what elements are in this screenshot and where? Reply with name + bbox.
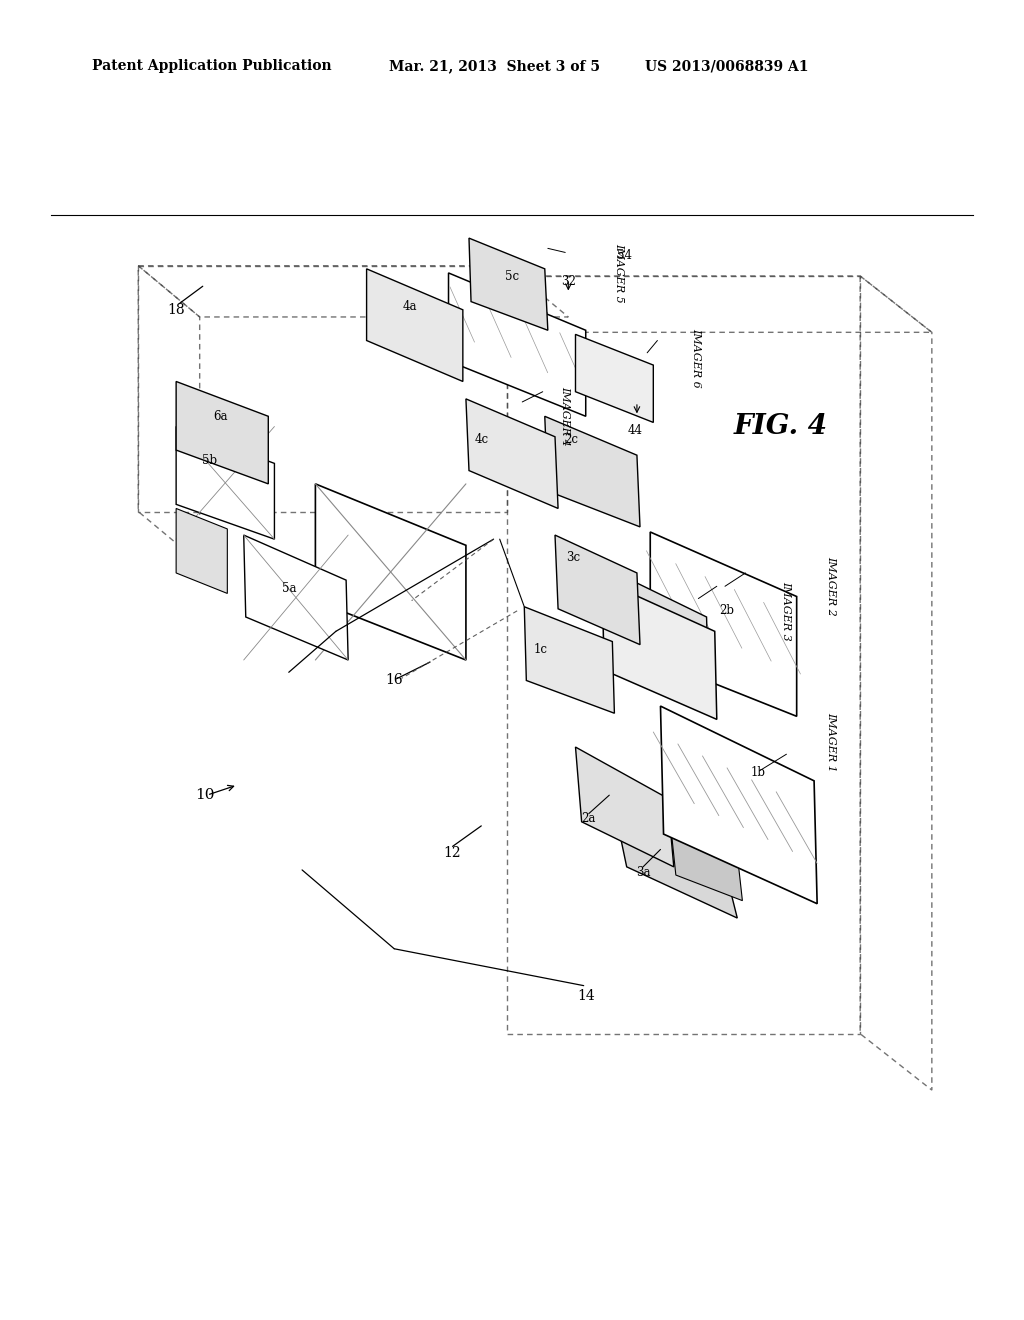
Text: 32: 32 bbox=[561, 275, 575, 288]
Text: 4c: 4c bbox=[474, 433, 488, 446]
Text: IMAGER 3: IMAGER 3 bbox=[781, 581, 792, 640]
Polygon shape bbox=[176, 426, 274, 539]
Text: 1b: 1b bbox=[751, 766, 765, 779]
Text: 2c: 2c bbox=[564, 433, 579, 446]
Text: 1c: 1c bbox=[534, 643, 548, 656]
Polygon shape bbox=[555, 535, 640, 644]
Polygon shape bbox=[650, 532, 797, 717]
Polygon shape bbox=[623, 576, 709, 690]
Text: IMAGER 5: IMAGER 5 bbox=[614, 243, 625, 302]
Text: 4a: 4a bbox=[402, 300, 417, 313]
Text: 5c: 5c bbox=[505, 269, 519, 282]
Text: Patent Application Publication: Patent Application Publication bbox=[92, 59, 332, 74]
Polygon shape bbox=[449, 273, 586, 416]
Polygon shape bbox=[602, 579, 717, 719]
Text: 44: 44 bbox=[628, 424, 642, 437]
Polygon shape bbox=[176, 381, 268, 484]
Text: 14: 14 bbox=[577, 989, 595, 1003]
Text: 3c: 3c bbox=[566, 552, 581, 564]
Text: Mar. 21, 2013  Sheet 3 of 5: Mar. 21, 2013 Sheet 3 of 5 bbox=[389, 59, 600, 74]
Text: 6a: 6a bbox=[213, 409, 227, 422]
Polygon shape bbox=[469, 238, 548, 330]
Text: 16: 16 bbox=[385, 673, 403, 688]
Polygon shape bbox=[466, 399, 558, 508]
Polygon shape bbox=[367, 269, 463, 381]
Text: 3a: 3a bbox=[636, 866, 650, 879]
Polygon shape bbox=[660, 706, 817, 904]
Polygon shape bbox=[575, 334, 653, 422]
Polygon shape bbox=[315, 484, 466, 660]
Polygon shape bbox=[612, 799, 737, 917]
Text: IMAGER 2: IMAGER 2 bbox=[826, 557, 837, 616]
Text: 2b: 2b bbox=[720, 605, 734, 618]
Text: IMAGER 1: IMAGER 1 bbox=[826, 711, 837, 772]
Text: IMAGER 4: IMAGER 4 bbox=[560, 387, 570, 446]
Text: 10: 10 bbox=[195, 788, 215, 803]
Text: 5b: 5b bbox=[203, 454, 217, 467]
Text: IMAGER 6: IMAGER 6 bbox=[691, 329, 701, 388]
Polygon shape bbox=[575, 747, 674, 867]
Text: 54: 54 bbox=[617, 249, 632, 261]
Text: FIG. 4: FIG. 4 bbox=[733, 413, 827, 440]
Polygon shape bbox=[671, 826, 742, 900]
Text: 2a: 2a bbox=[582, 812, 596, 825]
Polygon shape bbox=[244, 535, 348, 660]
Text: US 2013/0068839 A1: US 2013/0068839 A1 bbox=[645, 59, 809, 74]
Polygon shape bbox=[176, 508, 227, 594]
Text: 18: 18 bbox=[167, 302, 185, 317]
Text: 12: 12 bbox=[443, 846, 462, 859]
Polygon shape bbox=[524, 607, 614, 713]
Text: 5a: 5a bbox=[282, 582, 296, 595]
Polygon shape bbox=[545, 416, 640, 527]
